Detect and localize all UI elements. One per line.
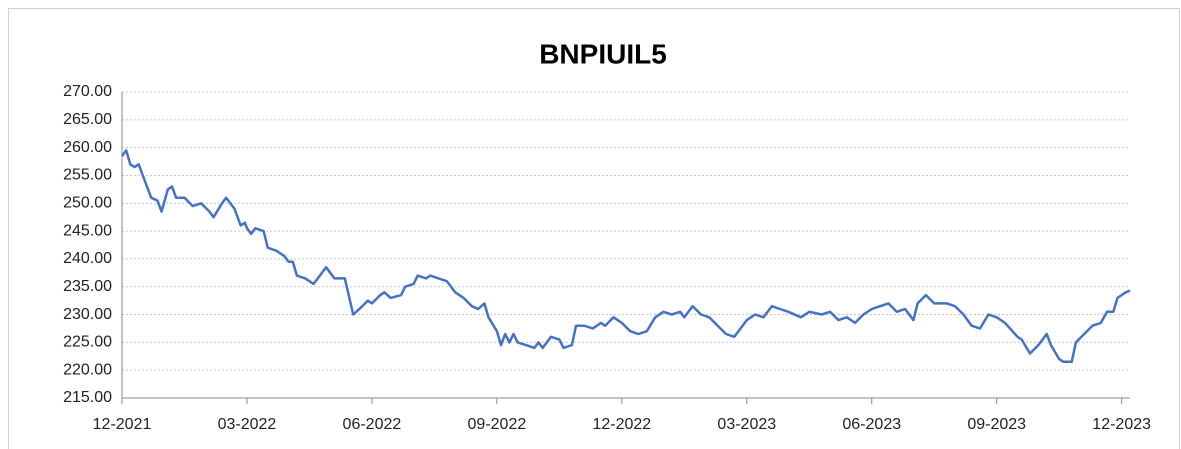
x-tick-label: 09-2023 bbox=[967, 416, 1026, 433]
y-tick-label: 260.00 bbox=[63, 139, 112, 156]
y-tick-label: 250.00 bbox=[63, 194, 112, 211]
y-tick-label: 240.00 bbox=[63, 250, 112, 267]
x-tick-label: 12-2022 bbox=[592, 416, 651, 433]
y-tick-label: 265.00 bbox=[63, 111, 112, 128]
y-tick-label: 245.00 bbox=[63, 222, 112, 239]
x-tick-label: 06-2022 bbox=[343, 416, 402, 433]
chart-title: BNPIUIL5 bbox=[539, 38, 667, 69]
y-tick-label: 255.00 bbox=[63, 167, 112, 184]
x-tick-label: 09-2022 bbox=[468, 416, 527, 433]
y-tick-label: 220.00 bbox=[63, 361, 112, 378]
y-tick-label: 270.00 bbox=[63, 83, 112, 100]
y-tick-label: 215.00 bbox=[63, 389, 112, 406]
x-tick-label: 03-2022 bbox=[218, 416, 277, 433]
y-tick-label: 230.00 bbox=[63, 306, 112, 323]
x-tick-label: 03-2023 bbox=[717, 416, 776, 433]
x-tick-label: 12-2023 bbox=[1092, 416, 1151, 433]
x-tick-label: 12-2021 bbox=[93, 416, 152, 433]
x-tick-label: 06-2023 bbox=[842, 416, 901, 433]
line-series bbox=[121, 149, 1131, 364]
y-tick-label: 225.00 bbox=[63, 334, 112, 351]
chart-frame bbox=[8, 8, 1180, 449]
y-tick-label: 235.00 bbox=[63, 278, 112, 295]
